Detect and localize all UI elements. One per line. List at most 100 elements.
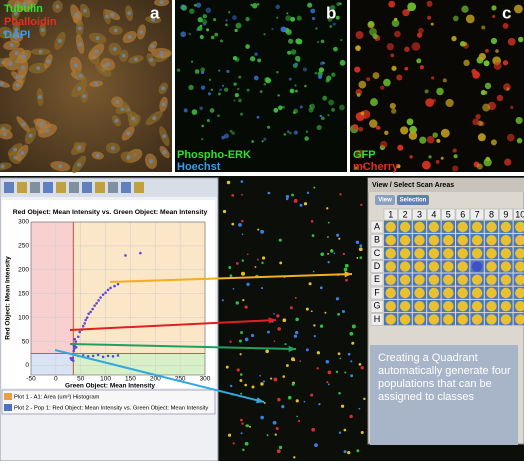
well[interactable] bbox=[471, 248, 483, 259]
well[interactable] bbox=[515, 261, 524, 272]
well[interactable] bbox=[515, 301, 524, 312]
well[interactable] bbox=[385, 274, 396, 285]
tab-label[interactable]: Selection bbox=[400, 198, 427, 204]
column-header bbox=[383, 208, 398, 221]
well[interactable] bbox=[486, 221, 497, 233]
well[interactable] bbox=[457, 221, 468, 233]
well[interactable] bbox=[457, 261, 468, 272]
well[interactable] bbox=[500, 274, 512, 285]
tool-button[interactable] bbox=[82, 182, 92, 193]
well[interactable] bbox=[486, 235, 497, 246]
tool-button[interactable] bbox=[69, 182, 79, 193]
well[interactable] bbox=[486, 301, 497, 312]
well[interactable] bbox=[414, 274, 425, 285]
well[interactable] bbox=[385, 248, 396, 259]
well[interactable] bbox=[486, 314, 497, 325]
well[interactable] bbox=[471, 287, 483, 299]
well[interactable] bbox=[471, 221, 483, 233]
cell bbox=[218, 69, 221, 72]
tool-button[interactable] bbox=[108, 182, 118, 193]
well[interactable] bbox=[471, 235, 483, 246]
well[interactable] bbox=[428, 274, 440, 285]
well[interactable] bbox=[471, 274, 483, 285]
well[interactable] bbox=[399, 248, 411, 259]
tool-button[interactable] bbox=[30, 182, 40, 193]
well[interactable] bbox=[428, 314, 440, 325]
tab[interactable] bbox=[375, 195, 395, 205]
tool-button[interactable] bbox=[17, 182, 27, 193]
well[interactable] bbox=[399, 235, 411, 246]
well[interactable] bbox=[414, 301, 425, 312]
well[interactable] bbox=[443, 287, 454, 299]
well[interactable] bbox=[515, 274, 524, 285]
well[interactable] bbox=[414, 221, 425, 233]
well[interactable] bbox=[457, 314, 468, 325]
plot-list-item[interactable]: Plot 2 - Pop 1: Red Object: Mean Intensi… bbox=[14, 406, 208, 412]
well[interactable] bbox=[428, 221, 440, 233]
well[interactable] bbox=[443, 274, 454, 285]
well[interactable] bbox=[414, 314, 425, 325]
well[interactable] bbox=[486, 287, 497, 299]
well[interactable] bbox=[385, 314, 396, 325]
plot-list-item[interactable]: Plot 1 - A1: Area (um²) Histogram bbox=[14, 395, 100, 401]
well[interactable] bbox=[428, 301, 440, 312]
tool-button[interactable] bbox=[43, 182, 53, 193]
well[interactable] bbox=[457, 287, 468, 299]
well[interactable] bbox=[500, 221, 512, 233]
well[interactable] bbox=[515, 221, 524, 233]
well[interactable] bbox=[515, 235, 524, 246]
tool-button[interactable] bbox=[4, 182, 14, 193]
well[interactable] bbox=[500, 301, 512, 312]
well[interactable] bbox=[457, 301, 468, 312]
well[interactable] bbox=[515, 248, 524, 259]
well[interactable] bbox=[486, 261, 497, 272]
well[interactable] bbox=[443, 248, 454, 259]
well[interactable] bbox=[414, 261, 425, 272]
well[interactable] bbox=[443, 314, 454, 325]
well[interactable] bbox=[385, 287, 396, 299]
well[interactable] bbox=[399, 287, 411, 299]
well[interactable] bbox=[471, 314, 483, 325]
well[interactable] bbox=[399, 301, 411, 312]
tool-button[interactable] bbox=[121, 182, 131, 193]
well[interactable] bbox=[414, 287, 425, 299]
tab-label[interactable]: View bbox=[378, 198, 392, 204]
well[interactable] bbox=[500, 287, 512, 299]
well[interactable] bbox=[385, 235, 396, 246]
well[interactable] bbox=[443, 261, 454, 272]
well[interactable] bbox=[399, 274, 411, 285]
well[interactable] bbox=[457, 248, 468, 259]
well[interactable] bbox=[399, 261, 411, 272]
well[interactable] bbox=[385, 221, 396, 233]
well[interactable] bbox=[399, 221, 411, 233]
well[interactable] bbox=[486, 274, 497, 285]
well[interactable] bbox=[385, 301, 396, 312]
well[interactable] bbox=[500, 314, 512, 325]
well[interactable] bbox=[457, 235, 468, 246]
well[interactable] bbox=[486, 248, 497, 259]
well[interactable] bbox=[414, 235, 425, 246]
well[interactable] bbox=[428, 261, 440, 272]
well[interactable] bbox=[385, 261, 396, 272]
well[interactable] bbox=[399, 314, 411, 325]
well[interactable] bbox=[515, 314, 524, 325]
well[interactable] bbox=[457, 274, 468, 285]
well[interactable] bbox=[428, 287, 440, 299]
tab[interactable] bbox=[397, 195, 429, 205]
well[interactable] bbox=[428, 248, 440, 259]
well[interactable] bbox=[515, 287, 524, 299]
well[interactable] bbox=[443, 221, 454, 233]
well[interactable] bbox=[471, 301, 483, 312]
well[interactable] bbox=[500, 235, 512, 246]
well[interactable] bbox=[414, 248, 425, 259]
well[interactable] bbox=[443, 301, 454, 312]
well[interactable] bbox=[500, 248, 512, 259]
well[interactable] bbox=[443, 235, 454, 246]
well[interactable] bbox=[500, 261, 512, 272]
tool-button[interactable] bbox=[56, 182, 66, 193]
well[interactable] bbox=[471, 261, 483, 272]
scan-cell bbox=[235, 301, 239, 305]
tool-button[interactable] bbox=[95, 182, 105, 193]
tool-button[interactable] bbox=[134, 182, 144, 193]
well[interactable] bbox=[428, 235, 440, 246]
